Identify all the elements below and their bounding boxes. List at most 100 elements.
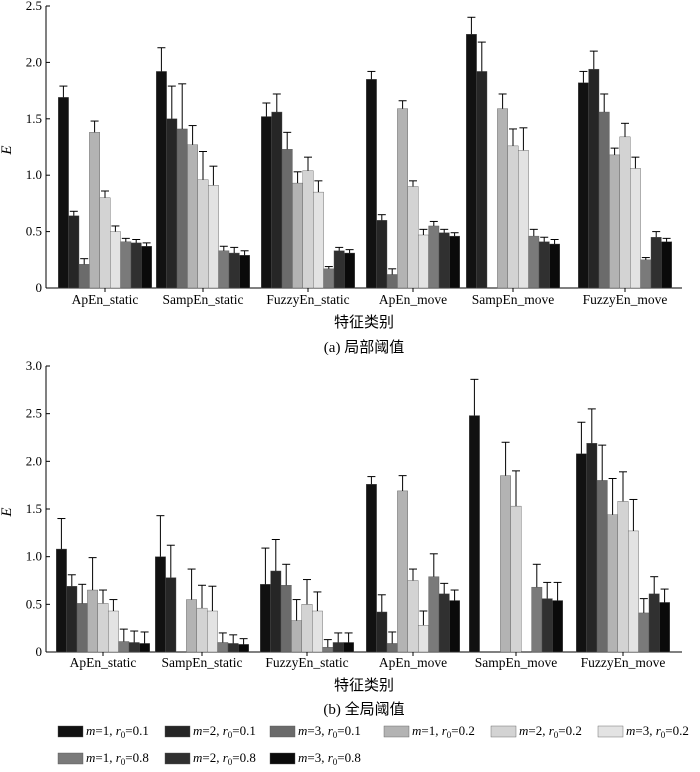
- bar: [638, 612, 650, 653]
- bar: [120, 241, 132, 289]
- bar: [609, 154, 621, 289]
- legend-swatch: [269, 725, 296, 738]
- bar: [281, 149, 293, 289]
- bar: [507, 145, 519, 289]
- bar: [130, 242, 142, 289]
- bar: [166, 118, 178, 289]
- bar: [661, 241, 673, 289]
- panel-caption: (b) 全局阈值: [323, 700, 404, 718]
- bar: [68, 215, 80, 289]
- bar: [576, 453, 587, 653]
- y-tick-label: 2.0: [26, 54, 42, 69]
- bar: [344, 252, 355, 289]
- panel-a-chart: 0 0.5 1.0 1.5 2.0 2.5 E ApEn_static SampEn_stati…: [0, 0, 682, 356]
- legend-entry-label: m=1, r0=0.2: [412, 723, 475, 740]
- y-axis-label: E: [0, 145, 15, 155]
- bar: [596, 480, 608, 653]
- bar: [552, 600, 564, 653]
- bar: [78, 264, 90, 289]
- category-label: SampEn_move: [475, 655, 558, 670]
- bar: [118, 641, 130, 653]
- bar: [469, 415, 480, 653]
- y-axis-label: E: [0, 507, 15, 517]
- bar: [438, 593, 450, 653]
- bar: [428, 576, 440, 653]
- bar: [154, 556, 166, 653]
- bar: [139, 643, 150, 653]
- bar: [500, 475, 511, 653]
- bar: [650, 237, 662, 289]
- category-label: FuzzyEn_move: [583, 292, 668, 307]
- y-tick-label: 2.0: [26, 453, 42, 468]
- bar: [366, 79, 377, 289]
- bar: [301, 604, 313, 653]
- y-tick-label: 1.5: [26, 111, 42, 126]
- category-label: SampEn_static: [162, 655, 243, 670]
- y-tick-label: 2.5: [26, 0, 42, 13]
- bar: [397, 108, 408, 289]
- bar: [598, 111, 610, 289]
- legend-entry-label: m=1, r0=0.8: [86, 750, 149, 767]
- bar: [588, 68, 600, 289]
- bar: [128, 642, 140, 653]
- legend-swatch: [57, 725, 84, 738]
- bar: [109, 231, 121, 289]
- bar: [397, 490, 408, 653]
- bar: [107, 610, 119, 653]
- bar: [418, 625, 429, 653]
- category-label: ApEn_static: [72, 292, 139, 307]
- y-tick-label: 0.5: [26, 596, 42, 611]
- bar: [386, 274, 398, 289]
- bar: [619, 136, 631, 289]
- y-tick-label: 0.5: [26, 224, 42, 239]
- bar: [407, 580, 419, 653]
- bar: [531, 586, 543, 653]
- bar: [291, 620, 302, 653]
- y-tick-label: 2.5: [26, 406, 42, 421]
- bar: [376, 220, 388, 289]
- bar: [476, 71, 488, 289]
- bar: [155, 71, 167, 289]
- bar: [99, 197, 111, 289]
- bar: [89, 132, 101, 289]
- bar: [187, 144, 198, 289]
- bar: [659, 602, 671, 653]
- category-label: ApEn_move: [379, 292, 447, 307]
- bar: [343, 642, 354, 653]
- bar: [386, 643, 398, 653]
- legend-swatch: [597, 725, 624, 738]
- bar: [87, 589, 99, 653]
- y-tick-label: 3.0: [26, 358, 42, 373]
- bar: [418, 234, 429, 289]
- category-label: ApEn_static: [70, 655, 137, 670]
- bar: [313, 191, 324, 289]
- y-tick-label: 0: [36, 644, 43, 659]
- bar: [366, 484, 377, 653]
- bar: [239, 255, 250, 289]
- bar: [260, 584, 271, 653]
- bar: [497, 108, 508, 289]
- bar: [292, 182, 303, 289]
- bar: [176, 128, 188, 289]
- bar: [227, 643, 239, 653]
- bar: [449, 600, 460, 653]
- bar: [76, 603, 88, 653]
- legend-entry-label: m=3, r0=0.2: [626, 723, 689, 740]
- bar: [640, 259, 652, 289]
- legend-entry-label: m=2, r0=0.2: [519, 723, 582, 740]
- legend: m=1, r0=0.1 m=2, r0=0.1 m=3, r0=0.1 m=1, r0…: [57, 723, 689, 767]
- bar: [312, 610, 323, 653]
- x-axis-label: 特征类别: [334, 314, 394, 331]
- y-tick-label: 1.0: [26, 167, 42, 182]
- legend-entry-label: m=2, r0=0.1: [193, 723, 256, 740]
- category-label: SampEn_move: [472, 292, 555, 307]
- bar: [628, 530, 639, 653]
- bar: [578, 82, 589, 289]
- legend-entry-label: m=1, r0=0.1: [86, 723, 149, 740]
- bar: [333, 250, 345, 289]
- bar: [141, 246, 152, 289]
- bar: [165, 577, 177, 653]
- bar: [449, 235, 460, 289]
- panel-caption: (a) 局部阈值: [324, 339, 404, 356]
